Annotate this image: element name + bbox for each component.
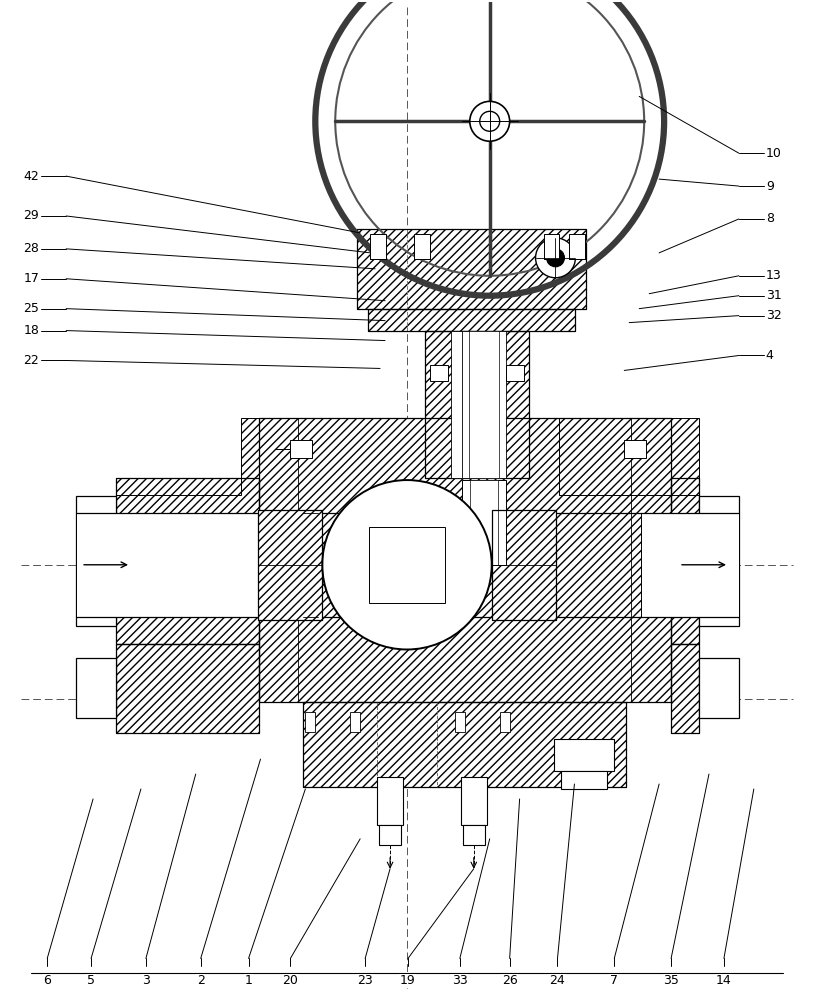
Bar <box>369 527 445 603</box>
Bar <box>77 513 288 617</box>
Bar <box>77 658 116 718</box>
Bar <box>368 309 575 331</box>
Bar <box>377 777 403 825</box>
Bar <box>462 480 505 565</box>
Bar <box>562 771 607 789</box>
Bar <box>455 712 465 732</box>
Text: 6: 6 <box>43 974 51 987</box>
Bar <box>368 309 575 331</box>
Bar <box>259 418 671 702</box>
Bar <box>492 510 557 620</box>
Bar <box>425 331 528 478</box>
Bar <box>259 418 671 702</box>
Text: 25: 25 <box>24 302 39 315</box>
Bar <box>469 331 499 478</box>
Text: 18: 18 <box>24 324 39 337</box>
Text: 24: 24 <box>549 974 566 987</box>
Bar <box>699 496 739 626</box>
Bar <box>304 702 626 787</box>
Text: 14: 14 <box>716 974 732 987</box>
Text: 2: 2 <box>197 974 204 987</box>
Bar <box>492 510 557 620</box>
Text: 23: 23 <box>357 974 373 987</box>
Text: 20: 20 <box>282 974 299 987</box>
Bar <box>671 478 699 644</box>
Bar <box>357 229 586 309</box>
Text: 5: 5 <box>87 974 95 987</box>
Bar <box>463 825 484 845</box>
Bar <box>350 712 360 732</box>
Bar <box>462 331 505 478</box>
Bar <box>554 739 615 771</box>
Bar <box>570 234 585 259</box>
Bar <box>425 331 528 478</box>
Text: 4: 4 <box>766 349 773 362</box>
Text: 35: 35 <box>663 974 679 987</box>
Bar <box>544 234 559 259</box>
Circle shape <box>536 238 575 278</box>
Bar <box>430 365 448 381</box>
Bar <box>304 702 626 787</box>
Bar <box>116 478 259 644</box>
Bar <box>116 644 259 733</box>
Bar <box>500 712 510 732</box>
Bar <box>671 644 699 733</box>
Bar <box>257 510 322 620</box>
Bar <box>379 825 401 845</box>
Circle shape <box>479 111 500 131</box>
Text: 29: 29 <box>24 209 39 222</box>
Bar <box>671 644 699 733</box>
Text: 9: 9 <box>766 180 773 193</box>
Text: 33: 33 <box>452 974 468 987</box>
Bar <box>641 513 739 617</box>
Text: 31: 31 <box>766 289 781 302</box>
Bar <box>451 331 503 478</box>
Text: 17: 17 <box>24 272 39 285</box>
Text: 28: 28 <box>24 242 39 255</box>
Text: 42: 42 <box>24 170 39 183</box>
Bar <box>116 644 259 733</box>
Circle shape <box>546 249 564 267</box>
Bar <box>671 478 699 644</box>
Bar <box>461 777 487 825</box>
Bar <box>414 234 430 259</box>
Polygon shape <box>116 418 259 495</box>
Text: 19: 19 <box>400 974 416 987</box>
Text: 10: 10 <box>766 147 781 160</box>
Text: 8: 8 <box>766 212 774 225</box>
Text: 26: 26 <box>501 974 518 987</box>
Text: 22: 22 <box>24 354 39 367</box>
Bar <box>357 229 586 309</box>
Bar <box>305 712 315 732</box>
Circle shape <box>322 480 492 649</box>
Bar <box>291 440 313 458</box>
Bar <box>77 496 116 626</box>
Bar <box>116 478 259 644</box>
Text: 7: 7 <box>610 974 619 987</box>
Polygon shape <box>559 418 699 495</box>
Bar <box>470 480 497 565</box>
Bar <box>505 365 523 381</box>
Bar <box>699 658 739 718</box>
Circle shape <box>470 101 510 141</box>
Bar <box>624 440 646 458</box>
Text: 13: 13 <box>766 269 781 282</box>
Text: 3: 3 <box>142 974 150 987</box>
Text: 32: 32 <box>766 309 781 322</box>
Text: 1: 1 <box>244 974 252 987</box>
Bar <box>257 510 322 620</box>
Bar <box>370 234 386 259</box>
